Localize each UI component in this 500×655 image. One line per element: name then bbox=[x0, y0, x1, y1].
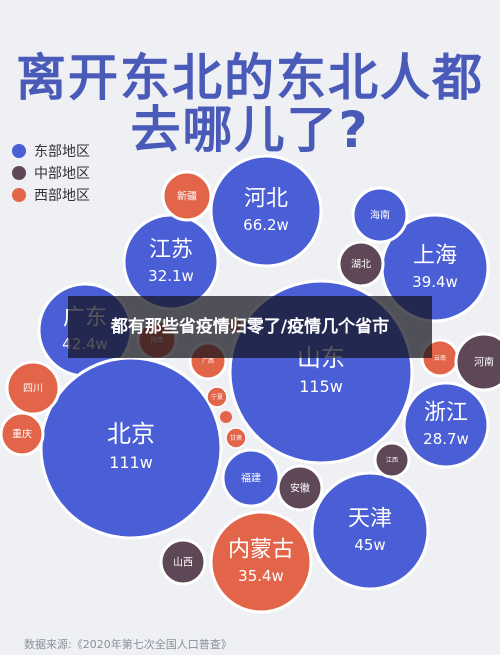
bubble-value-0: 66.2w bbox=[243, 216, 289, 234]
bubble-circle-0 bbox=[209, 154, 323, 268]
legend-item-east: 东部地区 bbox=[12, 140, 90, 162]
bubble-label-22: 江西 bbox=[386, 457, 398, 464]
bubble-label-10: 海南 bbox=[370, 209, 390, 222]
bubble-label-11: 湖北 bbox=[351, 259, 371, 271]
bubble-value-3: 39.4w bbox=[412, 273, 458, 291]
bubble-label-13: 广西 bbox=[202, 357, 214, 365]
bubble-7: 天津 45w bbox=[310, 471, 430, 591]
bubble-label-1: 江苏 bbox=[149, 238, 193, 263]
bubble-1: 江苏 32.1w bbox=[122, 213, 220, 311]
bubble-label-23: 山西 bbox=[173, 557, 193, 569]
bubble-circle-5 bbox=[39, 356, 223, 540]
bubble-label-17: 重庆 bbox=[12, 428, 32, 441]
bubble-0: 河北 66.2w bbox=[209, 154, 323, 268]
bubble-5: 北京 111w bbox=[39, 356, 223, 540]
bubble-circle-10 bbox=[351, 186, 409, 244]
bubble-circle-11 bbox=[337, 240, 385, 288]
bubble-label-3: 上海 bbox=[413, 244, 457, 269]
legend-item-central: 中部地区 bbox=[12, 162, 90, 184]
data-source: 数据来源:《2020年第七次全国人口普查》 bbox=[24, 638, 232, 651]
bubble-circle-21 bbox=[276, 464, 324, 512]
bubble-circle-15 bbox=[454, 332, 500, 392]
bubble-11: 湖北 bbox=[337, 240, 385, 288]
bubble-label-14: 云南 bbox=[434, 354, 446, 362]
bubble-circle-8 bbox=[209, 510, 313, 614]
bubble-label-6: 浙江 bbox=[424, 401, 468, 426]
bubble-value-6: 28.7w bbox=[423, 430, 469, 448]
legend-item-west: 西部地区 bbox=[12, 184, 90, 206]
bubble-22: 江西 bbox=[373, 441, 411, 479]
chart-title-line2: 去哪儿了? bbox=[130, 101, 370, 159]
bubble-label-7: 天津 bbox=[348, 507, 392, 532]
bubble-9: 新疆 bbox=[161, 170, 213, 222]
bubble-label-19: 甘肃 bbox=[230, 434, 242, 442]
headline-overlay: 都有那些省疫情归零了/疫情几个省市 bbox=[68, 296, 432, 358]
bubble-label-21: 安徽 bbox=[290, 482, 310, 495]
bubble-circle-7 bbox=[310, 471, 430, 591]
bubble-16: 四川 bbox=[5, 360, 61, 416]
bubble-value-5: 111w bbox=[109, 453, 153, 472]
bubble-label-9: 新疆 bbox=[177, 190, 197, 203]
bubble-value-8: 35.4w bbox=[238, 567, 284, 585]
bubble-19: 甘肃 bbox=[225, 427, 247, 449]
bubble-value-7: 45w bbox=[354, 536, 385, 554]
bubble-label-0: 河北 bbox=[244, 187, 288, 212]
bubble-label-15: 河南 bbox=[474, 356, 494, 369]
bubble-label-5: 北京 bbox=[107, 420, 155, 448]
bubble-value-1: 32.1w bbox=[148, 267, 194, 285]
bubble-label-8: 内蒙古 bbox=[228, 538, 294, 563]
legend-label-west: 西部地区 bbox=[34, 188, 90, 204]
bubble-6: 浙江 28.7w bbox=[402, 381, 490, 469]
bubble-value-4: 115w bbox=[299, 377, 343, 396]
legend-dot-central bbox=[12, 166, 26, 180]
bubble-circle-6 bbox=[402, 381, 490, 469]
chart-title-line1: 离开东北的东北人都 bbox=[16, 49, 484, 107]
bubble-18: 宁夏 bbox=[206, 386, 228, 408]
bubble-small-dot bbox=[220, 411, 232, 423]
bubble-circle-23 bbox=[159, 538, 207, 586]
bubble-circle-16 bbox=[5, 360, 61, 416]
bubble-circle-22 bbox=[373, 441, 411, 479]
bubble-15: 河南 bbox=[454, 332, 500, 392]
legend-dot-west bbox=[12, 188, 26, 202]
bubble-8: 内蒙古 35.4w bbox=[209, 510, 313, 614]
bubble-label-18: 宁夏 bbox=[211, 393, 223, 401]
legend-label-east: 东部地区 bbox=[34, 144, 90, 160]
bubble-21: 安徽 bbox=[276, 464, 324, 512]
bubble-circle-17 bbox=[0, 411, 45, 457]
bubble-23: 山西 bbox=[159, 538, 207, 586]
bubble-10: 海南 bbox=[351, 186, 409, 244]
legend-dot-east bbox=[12, 144, 26, 158]
bubble-circle-18 bbox=[206, 386, 228, 408]
bubble-label-20: 福建 bbox=[241, 472, 261, 485]
legend: 东部地区 中部地区 西部地区 bbox=[12, 140, 90, 206]
bubble-label-16: 四川 bbox=[23, 384, 43, 395]
bubble-circle-9 bbox=[161, 170, 213, 222]
bubble-circle-19 bbox=[225, 427, 247, 449]
bubble-17: 重庆 bbox=[0, 411, 45, 457]
legend-label-central: 中部地区 bbox=[34, 166, 90, 182]
bubble-20: 福建 bbox=[221, 448, 281, 508]
